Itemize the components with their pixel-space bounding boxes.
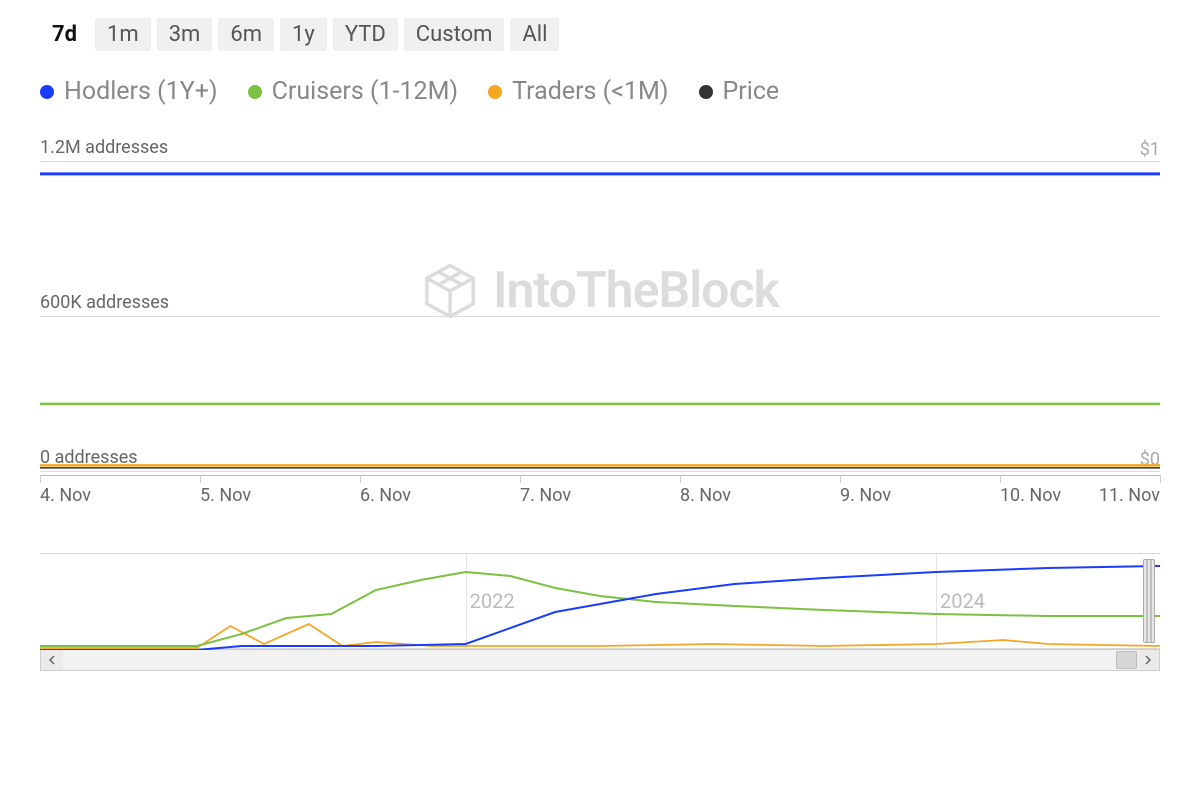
legend-dot-icon xyxy=(699,85,713,99)
x-axis: 4. Nov 5. Nov 6. Nov 7. Nov 8. Nov 9. Nov 10. … xyxy=(40,475,1160,511)
legend-label: Price xyxy=(723,77,780,106)
legend-dot-icon xyxy=(488,85,502,99)
legend-item[interactable]: Cruisers (1-12M) xyxy=(248,77,459,106)
x-tick-label: 5. Nov xyxy=(200,485,251,506)
x-tick-label: 11. Nov xyxy=(1099,485,1160,506)
legend-dot-icon xyxy=(40,85,54,99)
range-btn-all[interactable]: All xyxy=(510,18,559,51)
range-btn-6m[interactable]: 6m xyxy=(218,18,274,51)
navigator[interactable]: 20222024 xyxy=(40,553,1160,649)
legend-item[interactable]: Price xyxy=(699,77,780,106)
y-left-tick-label: 1.2M addresses xyxy=(40,137,168,158)
main-chart: IntoTheBlock 1.2M addresses600K addresse… xyxy=(40,161,1160,471)
navigator-svg xyxy=(40,554,1160,650)
navigator-series-line xyxy=(40,572,1160,646)
navigator-scrollbar[interactable] xyxy=(40,649,1160,671)
range-btn-1m[interactable]: 1m xyxy=(95,18,151,51)
navigator-handle[interactable] xyxy=(1143,559,1155,644)
range-selector: 7d1m3m6m1yYTDCustomAll xyxy=(40,18,1160,51)
x-tick-label: 4. Nov xyxy=(40,485,91,506)
range-btn-3m[interactable]: 3m xyxy=(157,18,213,51)
x-tick-label: 9. Nov xyxy=(840,485,891,506)
range-btn-ytd[interactable]: YTD xyxy=(333,18,398,51)
x-tick-label: 6. Nov xyxy=(360,485,411,506)
legend-label: Hodlers (1Y+) xyxy=(64,77,218,106)
navigator-series-line xyxy=(40,566,1160,650)
scroll-right-button[interactable] xyxy=(1137,650,1159,670)
scroll-left-button[interactable] xyxy=(41,650,63,670)
legend-item[interactable]: Traders (<1M) xyxy=(488,77,668,106)
scroll-track[interactable] xyxy=(63,650,1137,670)
x-tick-label: 7. Nov xyxy=(520,485,571,506)
main-chart-svg xyxy=(40,161,1160,471)
legend-item[interactable]: Hodlers (1Y+) xyxy=(40,77,218,106)
navigator-series-line xyxy=(40,624,1160,648)
y-right-tick-label: $1 xyxy=(1140,139,1160,160)
scroll-thumb[interactable] xyxy=(1116,651,1137,669)
x-tick-label: 8. Nov xyxy=(680,485,731,506)
chevron-left-icon xyxy=(48,655,56,665)
range-btn-custom[interactable]: Custom xyxy=(404,18,505,51)
x-tick-label: 10. Nov xyxy=(1000,485,1061,506)
legend-dot-icon xyxy=(248,85,262,99)
legend-label: Cruisers (1-12M) xyxy=(272,77,459,106)
legend-label: Traders (<1M) xyxy=(512,77,668,106)
range-btn-7d[interactable]: 7d xyxy=(40,18,89,51)
range-btn-1y[interactable]: 1y xyxy=(280,18,327,51)
chart-legend: Hodlers (1Y+) Cruisers (1-12M) Traders (<1… xyxy=(40,77,1160,106)
chevron-right-icon xyxy=(1144,655,1152,665)
